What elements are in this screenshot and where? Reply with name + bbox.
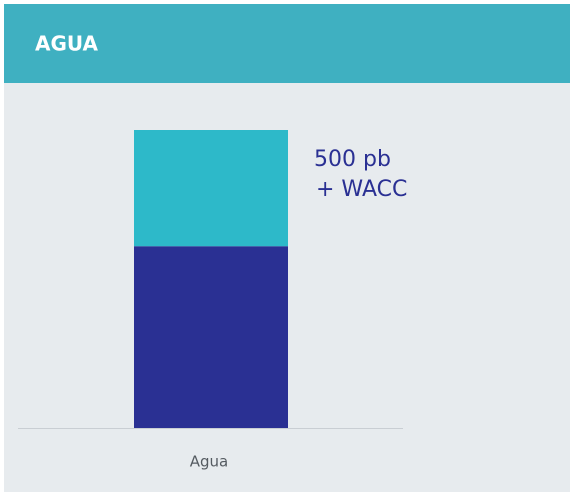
- x-tick-label: Agua: [190, 453, 228, 471]
- chart-title: AGUA: [35, 32, 99, 56]
- header: [4, 4, 570, 83]
- bar-segment: [134, 246, 288, 428]
- annotation: + WACC: [316, 177, 407, 202]
- bar-segment: [134, 130, 288, 247]
- annotation: 500 pb: [314, 147, 391, 172]
